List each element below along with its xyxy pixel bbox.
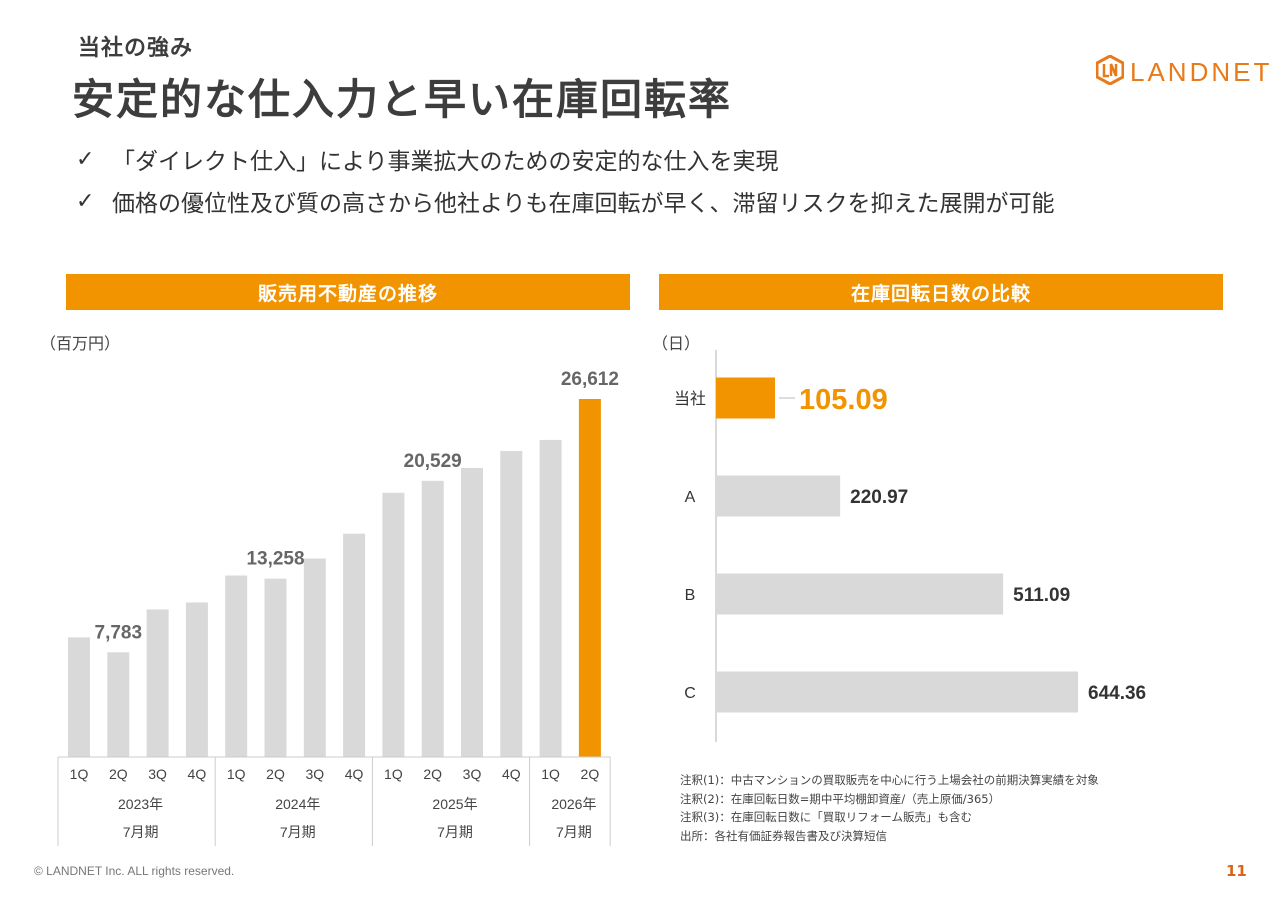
inventory-bar-chart: 7,783 13,258 20,529 26,612 1Q 2Q 3Q 4Q 1Q 2Q 3Q 4Q 1… — [57, 369, 619, 846]
key-point: ✓ 「ダイレクト仕入」により事業拡大のための安定的な仕入を実現 — [76, 138, 1055, 180]
inventory-data-label: 7,783 — [95, 622, 143, 643]
inventory-data-label: 20,529 — [404, 451, 462, 472]
quarter-tick-label: 3Q — [463, 766, 482, 782]
company-label: 当社 — [674, 390, 706, 408]
fiscal-year-label: 2023年 — [118, 796, 163, 812]
inventory-bar — [185, 602, 208, 757]
key-point-text: 価格の優位性及び質の高さから他社よりも在庫回転が早く、滞留リスクを抑えた展開が可… — [112, 191, 1055, 217]
inventory-unit-label: （百万円） — [40, 334, 121, 353]
company-label: B — [685, 587, 696, 604]
turnover-bar — [716, 377, 776, 419]
quarter-tick-label: 3Q — [148, 766, 167, 782]
quarter-tick-label: 1Q — [541, 766, 560, 782]
logo-wordmark: LANDNET — [1130, 56, 1273, 87]
turnover-data-label: 105.09 — [799, 384, 888, 416]
fiscal-year-label: 2024年 — [275, 796, 320, 812]
inventory-bar — [578, 399, 601, 757]
footnotes: 注釈(1)：中古マンションの買取販売を中心に行う上場会社の前期決算実績を対象 注… — [680, 771, 1099, 845]
inventory-bar — [461, 467, 483, 757]
quarter-tick-label: 1Q — [227, 766, 246, 782]
page-title: 安定的な仕入力と早い在庫回転率 — [72, 75, 733, 124]
turnover-data-label: 220.97 — [850, 487, 908, 508]
fiscal-period-label: 7月期 — [280, 824, 316, 840]
inventory-bar — [539, 439, 562, 757]
turnover-chart-title-band: 在庫回転日数の比較 — [659, 274, 1223, 310]
footnote: 注釈(1)：中古マンションの買取販売を中心に行う上場会社の前期決算実績を対象 — [680, 773, 1099, 787]
turnover-unit-label: （日） — [652, 334, 701, 353]
footnote: 注釈(2)：在庫回転日数=期中平均棚卸資産/（売上原価/365） — [680, 791, 1001, 806]
quarter-tick-label: 2Q — [423, 766, 442, 782]
inventory-bar — [500, 450, 523, 757]
company-logo: LANDNET — [1095, 54, 1273, 89]
fiscal-period-label: 7月期 — [556, 824, 592, 840]
ln-hexagon-logo-icon — [1095, 54, 1125, 89]
inventory-data-label: 26,612 — [561, 369, 619, 390]
footnote: 出所：各社有価証券報告書及び決算短信 — [680, 828, 887, 843]
inventory-bar — [68, 637, 90, 757]
check-icon: ✓ — [76, 146, 95, 172]
turnover-bar-chart: 当社 105.09 A 220.97 B 511.09 C 644.36 — [674, 350, 1146, 742]
inventory-bar — [343, 533, 366, 757]
company-label: C — [684, 685, 696, 702]
inventory-bar — [107, 652, 130, 757]
turnover-bar — [716, 573, 1004, 615]
inventory-bar — [225, 575, 248, 757]
inventory-bar — [303, 558, 326, 757]
inventory-bar — [421, 480, 444, 757]
quarter-tick-label: 2Q — [266, 766, 285, 782]
key-points: ✓ 「ダイレクト仕入」により事業拡大のための安定的な仕入を実現 ✓ 価格の優位性… — [76, 138, 1055, 222]
footnote: 注釈(3)：在庫回転日数に「買取リフォーム販売」も含む — [680, 810, 972, 824]
fiscal-year-label: 2026年 — [551, 796, 596, 812]
quarter-tick-label: 1Q — [70, 766, 89, 782]
turnover-data-label: 644.36 — [1088, 683, 1146, 704]
company-label: A — [685, 489, 696, 506]
quarter-tick-label: 2Q — [581, 766, 600, 782]
section-eyebrow: 当社の強み — [78, 36, 194, 61]
inventory-bar — [264, 578, 287, 757]
turnover-bar — [716, 671, 1078, 713]
turnover-bar — [716, 475, 841, 517]
fiscal-period-label: 7月期 — [123, 824, 159, 840]
quarter-tick-label: 1Q — [384, 766, 403, 782]
quarter-tick-label: 4Q — [345, 766, 364, 782]
quarter-tick-label: 4Q — [502, 766, 521, 782]
inventory-chart-title-band: 販売用不動産の推移 — [66, 274, 630, 310]
quarter-tick-label: 2Q — [109, 766, 128, 782]
inventory-bar — [382, 492, 405, 757]
inventory-data-label: 13,258 — [246, 549, 304, 570]
copyright: © LANDNET Inc. ALL rights reserved. — [34, 864, 235, 878]
key-point: ✓ 価格の優位性及び質の高さから他社よりも在庫回転が早く、滞留リスクを抑えた展開… — [76, 180, 1055, 222]
quarter-tick-label: 3Q — [305, 766, 324, 782]
check-icon: ✓ — [76, 188, 95, 214]
fiscal-period-label: 7月期 — [437, 824, 473, 840]
quarter-tick-label: 4Q — [188, 766, 207, 782]
key-point-text: 「ダイレクト仕入」により事業拡大のための安定的な仕入を実現 — [112, 149, 779, 175]
page-number: 11 — [1226, 862, 1247, 880]
fiscal-year-label: 2025年 — [432, 796, 477, 812]
inventory-bar — [146, 609, 169, 757]
turnover-data-label: 511.09 — [1013, 585, 1070, 606]
